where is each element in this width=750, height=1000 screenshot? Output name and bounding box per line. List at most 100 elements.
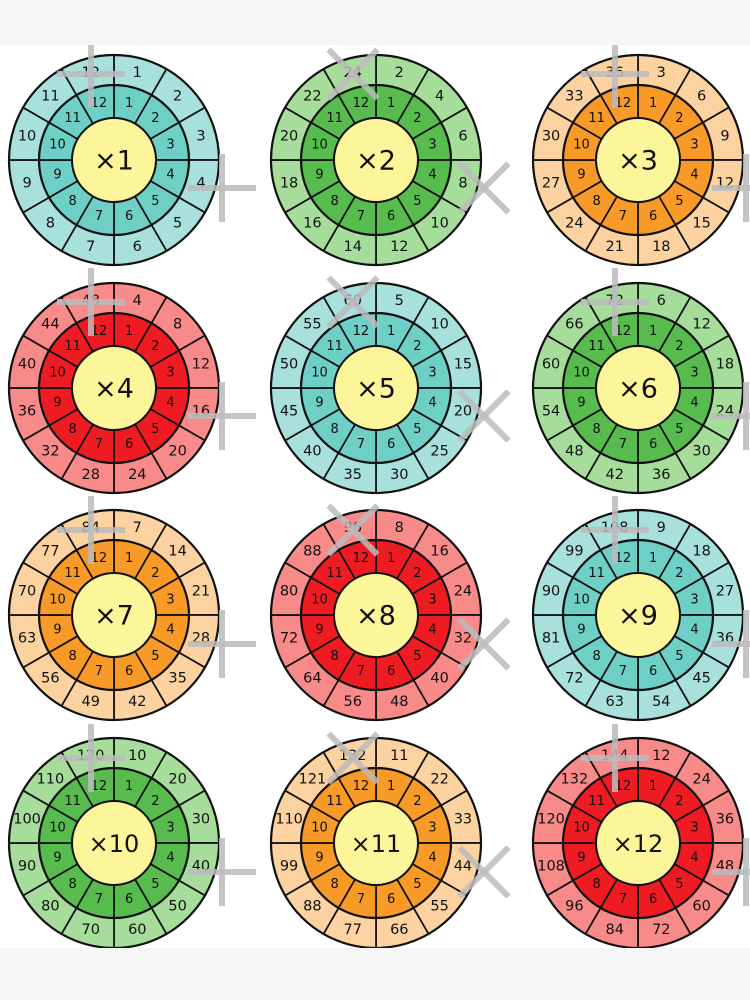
product-label: 88 (303, 899, 321, 915)
multiplier-label: 12 (91, 551, 108, 566)
multiplier-label: 10 (573, 592, 590, 607)
multiplier-label: 7 (95, 209, 103, 224)
product-label: 49 (81, 694, 99, 710)
wheel-hub[interactable] (595, 572, 681, 658)
product-label: 66 (390, 922, 408, 938)
multiplier-label: 1 (649, 779, 657, 794)
product-label: 84 (605, 922, 623, 938)
multiplier-label: 10 (311, 137, 328, 152)
product-label: 32 (454, 630, 472, 646)
product-label: 48 (716, 858, 734, 874)
multiplication-wheel-x10[interactable]: 10 20 30 40 50 60 70 80 90 100 110 120 1 2 3 4 5 6 7 8 9 10 11… (2, 731, 226, 955)
multiplication-wheel-x8[interactable]: 8 16 24 32 40 48 56 64 72 80 88 96 1 2 3 4 5 6 7 8 9 10 11 12 ×8 (264, 503, 488, 727)
product-label: 8 (395, 520, 404, 536)
product-label: 24 (692, 771, 710, 787)
product-label: 11 (41, 88, 59, 104)
multiplier-label: 6 (387, 209, 395, 224)
multiplication-wheel-x6[interactable]: 6 12 18 24 30 36 42 48 54 60 66 72 1 2 3 4 5 6 7 8 9 10 11 12 ×6 (526, 276, 750, 500)
multiplier-label: 6 (125, 892, 133, 907)
hub-label-x2: ×2 (356, 146, 396, 177)
multiplier-label: 6 (387, 437, 395, 452)
wheel-hub[interactable] (71, 800, 157, 886)
wheel-hub[interactable] (333, 345, 419, 431)
multiplier-label: 11 (588, 794, 605, 809)
multiplier-label: 2 (151, 111, 159, 126)
product-label: 16 (430, 543, 448, 559)
multiplier-label: 11 (64, 566, 81, 581)
wheel-hub[interactable] (71, 572, 157, 658)
product-label: 21 (605, 239, 623, 255)
multiplication-wheel-x12[interactable]: 12 24 36 48 60 72 84 96 108 120 132 144 1 2 3 4 5 6 7 8 9 10 1… (526, 731, 750, 955)
product-label: 8 (46, 216, 55, 232)
multiplication-wheel-x1[interactable]: 1 2 3 4 5 6 7 8 9 10 11 12 1 2 3 4 5 6 7 8 9 10 11 12 ×1 (2, 48, 226, 272)
multiplier-label: 12 (353, 324, 370, 339)
product-label: 96 (343, 520, 361, 536)
product-label: 42 (128, 694, 146, 710)
product-label: 36 (18, 403, 36, 419)
wheel-hub[interactable] (595, 800, 681, 886)
product-label: 30 (542, 129, 560, 145)
multiplier-label: 9 (53, 623, 61, 638)
wheel-hub[interactable] (333, 572, 419, 658)
multiplication-wheel-x9[interactable]: 9 18 27 36 45 54 63 72 81 90 99 108 1 2 3 4 5 6 7 8 9 10 11 12 ×… (526, 503, 750, 727)
multiplier-label: 6 (387, 892, 395, 907)
multiplier-label: 12 (615, 324, 632, 339)
wheel-hub[interactable] (333, 117, 419, 203)
hub-label-x1: ×1 (94, 146, 134, 177)
product-label: 24 (565, 216, 583, 232)
multiplier-label: 10 (311, 820, 328, 835)
multiplier-label: 1 (125, 324, 133, 339)
product-label: 10 (430, 216, 448, 232)
multiplication-wheel-x7[interactable]: 7 14 21 28 35 42 49 56 63 70 77 84 1 2 3 4 5 6 7 8 9 10 11 12 ×7 (2, 503, 226, 727)
multiplier-label: 3 (690, 592, 698, 607)
multiplier-label: 11 (588, 111, 605, 126)
inner-ring-x3 (562, 84, 714, 236)
product-label: 20 (280, 129, 298, 145)
product-label: 50 (280, 357, 298, 373)
wheel-hub[interactable] (71, 117, 157, 203)
multiplier-label: 11 (326, 339, 343, 354)
multiplier-label: 6 (649, 664, 657, 679)
product-label: 45 (692, 671, 710, 687)
product-label: 27 (542, 175, 560, 191)
multiplier-label: 9 (315, 623, 323, 638)
multiplier-label: 8 (592, 877, 600, 892)
multiplier-label: 1 (387, 779, 395, 794)
multiplication-wheel-x2[interactable]: 2 4 6 8 10 12 14 16 18 20 22 24 1 2 3 4 5 6 7 8 9 10 11 12 ×2 (264, 48, 488, 272)
multiplier-label: 4 (166, 396, 174, 411)
multiplication-wheel-x4[interactable]: 4 8 12 16 20 24 28 32 36 40 44 48 1 2 3 4 5 6 7 8 9 10 11 12 ×4 (2, 276, 226, 500)
product-label: 12 (81, 65, 99, 81)
product-label: 72 (605, 293, 623, 309)
product-label: 8 (458, 175, 467, 191)
multiplier-label: 7 (619, 664, 627, 679)
wheel-hub[interactable] (333, 800, 419, 886)
multiplier-label: 12 (91, 324, 108, 339)
wheel-hub[interactable] (595, 345, 681, 431)
product-label: 2 (173, 88, 182, 104)
multiplier-label: 5 (675, 877, 683, 892)
multiplier-label: 9 (53, 851, 61, 866)
multiplier-label: 5 (675, 194, 683, 209)
multiplication-wheel-x5[interactable]: 5 10 15 20 25 30 35 40 45 50 55 60 1 2 3 4 5 6 7 8 9 10 11 12 ×5 (264, 276, 488, 500)
hub-label-x4: ×4 (94, 374, 134, 405)
multiplier-label: 10 (311, 365, 328, 380)
product-label: 44 (41, 316, 59, 332)
product-label: 30 (692, 444, 710, 460)
wheel-hub[interactable] (71, 345, 157, 431)
multiplier-label: 11 (64, 111, 81, 126)
multiplication-wheel-x3[interactable]: 3 6 9 12 15 18 21 24 27 30 33 36 1 2 3 4 5 6 7 8 9 10 11 12 ×3 (526, 48, 750, 272)
multiplier-label: 7 (95, 437, 103, 452)
product-label: 63 (18, 630, 36, 646)
ring-outline (37, 538, 191, 692)
product-label: 12 (692, 316, 710, 332)
multiplier-label: 9 (577, 851, 585, 866)
hub-label-x12: ×12 (613, 830, 664, 858)
wheel-hub[interactable] (595, 117, 681, 203)
product-label: 48 (390, 694, 408, 710)
multiplication-wheel-x11[interactable]: 11 22 33 44 55 66 77 88 99 110 121 132 1 2 3 4 5 6 7 8 9 10 11… (264, 731, 488, 955)
multiplier-label: 10 (49, 365, 66, 380)
